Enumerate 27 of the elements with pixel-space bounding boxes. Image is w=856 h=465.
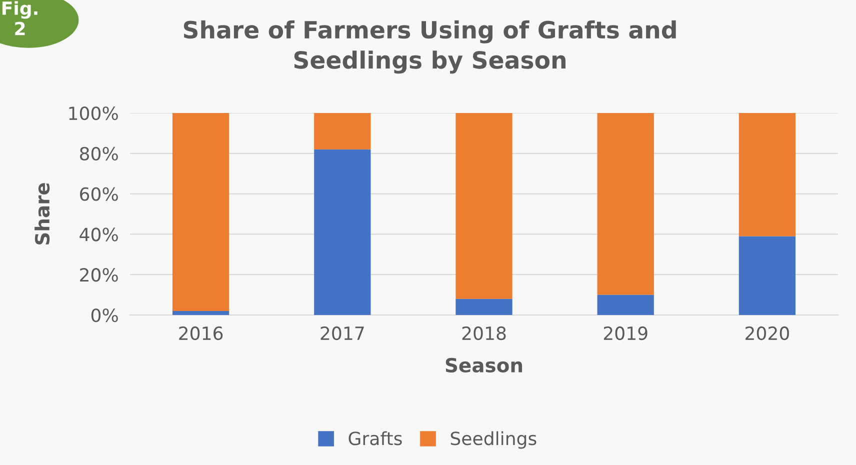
y-axis-title: Share bbox=[34, 183, 50, 244]
bar bbox=[172, 310, 230, 315]
caption: Fig. 2 bbox=[2, 1, 38, 36]
bar bbox=[738, 236, 796, 315]
bar bbox=[456, 298, 512, 315]
bar bbox=[597, 113, 654, 295]
bar bbox=[738, 113, 796, 236]
x-axis-title: Season bbox=[446, 358, 522, 373]
bar bbox=[597, 294, 654, 315]
y-tick-label: 40% bbox=[80, 228, 118, 242]
x-tick-label: 2019 bbox=[604, 326, 648, 340]
y-tick-label: 0% bbox=[91, 308, 118, 322]
y-tick-label: 80% bbox=[80, 146, 118, 161]
legend-label: Grafts bbox=[348, 431, 402, 446]
x-tick-label: 2017 bbox=[320, 326, 364, 340]
bar bbox=[314, 113, 371, 150]
x-tick-label: 2020 bbox=[746, 326, 789, 340]
bar bbox=[456, 113, 512, 299]
chart-title: Share of Farmers Using of Grafts and Seedlings by Season bbox=[184, 20, 676, 74]
y-tick-label: 20% bbox=[80, 268, 118, 282]
y-tick-label: 60% bbox=[80, 187, 118, 201]
bar bbox=[172, 113, 230, 311]
x-tick-label: 2016 bbox=[179, 326, 223, 340]
bar bbox=[314, 149, 371, 315]
y-tick-label: 100% bbox=[69, 106, 118, 120]
legend-label: Seedlings bbox=[450, 431, 536, 449]
x-tick-label: 2018 bbox=[462, 326, 506, 340]
